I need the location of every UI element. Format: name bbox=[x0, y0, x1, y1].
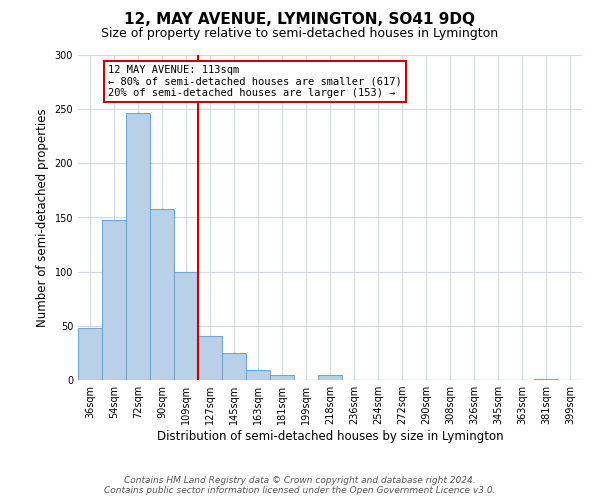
Bar bbox=[174, 272, 198, 380]
Bar bbox=[246, 370, 270, 380]
Bar bbox=[102, 220, 126, 380]
Bar bbox=[150, 209, 174, 380]
Text: Size of property relative to semi-detached houses in Lymington: Size of property relative to semi-detach… bbox=[101, 28, 499, 40]
Text: Contains HM Land Registry data © Crown copyright and database right 2024.
Contai: Contains HM Land Registry data © Crown c… bbox=[104, 476, 496, 495]
X-axis label: Distribution of semi-detached houses by size in Lymington: Distribution of semi-detached houses by … bbox=[157, 430, 503, 443]
Bar bbox=[78, 328, 102, 380]
Text: 12, MAY AVENUE, LYMINGTON, SO41 9DQ: 12, MAY AVENUE, LYMINGTON, SO41 9DQ bbox=[125, 12, 476, 28]
Y-axis label: Number of semi-detached properties: Number of semi-detached properties bbox=[36, 108, 49, 327]
Bar bbox=[198, 336, 222, 380]
Bar bbox=[270, 374, 294, 380]
Bar bbox=[318, 374, 342, 380]
Bar bbox=[126, 114, 150, 380]
Text: 12 MAY AVENUE: 113sqm
← 80% of semi-detached houses are smaller (617)
20% of sem: 12 MAY AVENUE: 113sqm ← 80% of semi-deta… bbox=[108, 64, 402, 98]
Bar bbox=[222, 353, 246, 380]
Bar bbox=[534, 379, 558, 380]
